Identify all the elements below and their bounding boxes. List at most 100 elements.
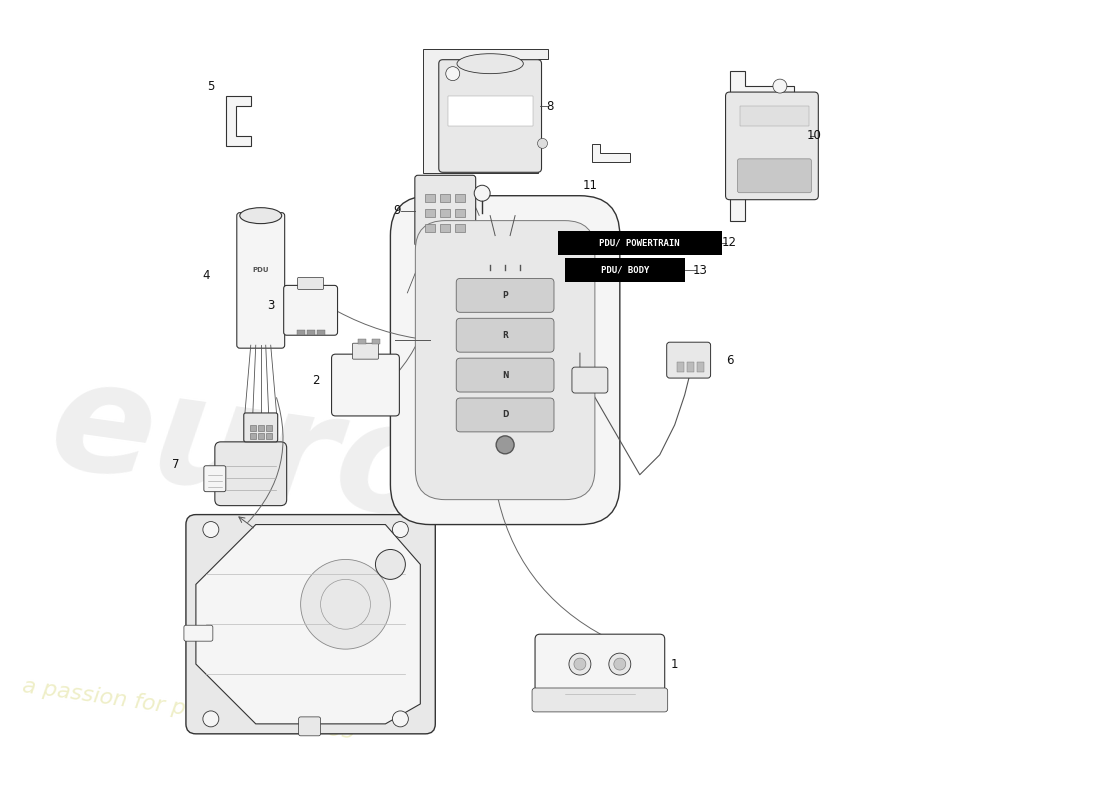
Bar — [307, 330, 315, 335]
Text: 1: 1 — [671, 658, 679, 670]
Bar — [565, 258, 684, 282]
Bar — [686, 362, 694, 372]
Text: 4: 4 — [202, 269, 210, 282]
FancyBboxPatch shape — [204, 466, 226, 492]
Circle shape — [202, 522, 219, 538]
Text: D: D — [502, 410, 508, 419]
Text: PDU/ POWERTRAIN: PDU/ POWERTRAIN — [600, 238, 680, 247]
FancyBboxPatch shape — [298, 717, 320, 736]
Ellipse shape — [456, 54, 524, 74]
FancyBboxPatch shape — [352, 343, 378, 359]
FancyBboxPatch shape — [284, 286, 338, 335]
Ellipse shape — [240, 208, 282, 224]
FancyBboxPatch shape — [186, 514, 436, 734]
Text: 2: 2 — [311, 374, 319, 386]
Bar — [696, 362, 704, 372]
Text: R: R — [503, 330, 508, 340]
Bar — [359, 339, 366, 344]
FancyBboxPatch shape — [331, 354, 399, 416]
Circle shape — [393, 522, 408, 538]
FancyArrowPatch shape — [338, 312, 428, 340]
Text: 10: 10 — [807, 130, 822, 142]
Bar — [250, 433, 255, 439]
FancyBboxPatch shape — [737, 159, 812, 193]
Circle shape — [375, 550, 406, 579]
Circle shape — [538, 138, 548, 148]
Bar — [455, 224, 465, 231]
Circle shape — [614, 658, 626, 670]
Bar — [440, 194, 450, 202]
Bar — [739, 106, 810, 126]
FancyBboxPatch shape — [726, 92, 818, 200]
Bar — [440, 209, 450, 217]
Bar — [266, 433, 272, 439]
Circle shape — [202, 711, 219, 727]
FancyArrowPatch shape — [428, 243, 453, 258]
Circle shape — [569, 653, 591, 675]
Text: 6: 6 — [726, 354, 734, 366]
FancyBboxPatch shape — [416, 221, 595, 500]
FancyArrowPatch shape — [458, 180, 480, 215]
FancyArrowPatch shape — [397, 303, 430, 373]
Circle shape — [320, 579, 371, 630]
FancyBboxPatch shape — [439, 60, 541, 172]
Circle shape — [474, 186, 491, 201]
FancyBboxPatch shape — [456, 278, 554, 312]
Bar — [266, 425, 272, 431]
Bar — [426, 194, 436, 202]
Bar — [297, 330, 305, 335]
Circle shape — [574, 658, 586, 670]
FancyBboxPatch shape — [456, 398, 554, 432]
FancyBboxPatch shape — [244, 413, 277, 442]
Bar — [448, 96, 532, 126]
Text: 8: 8 — [547, 99, 553, 113]
Text: 5: 5 — [207, 79, 215, 93]
Text: 11: 11 — [582, 179, 597, 192]
Polygon shape — [196, 525, 420, 724]
Polygon shape — [422, 49, 548, 174]
FancyBboxPatch shape — [535, 634, 664, 704]
Text: PDU: PDU — [253, 267, 270, 274]
Bar — [455, 209, 465, 217]
Text: a passion for parts since 1985: a passion for parts since 1985 — [21, 676, 357, 743]
Polygon shape — [226, 96, 251, 146]
Bar — [455, 194, 465, 202]
Text: 13: 13 — [692, 264, 707, 277]
Circle shape — [496, 436, 514, 454]
Circle shape — [393, 711, 408, 727]
Text: PDU/ BODY: PDU/ BODY — [601, 266, 649, 275]
Bar — [257, 433, 264, 439]
FancyBboxPatch shape — [298, 278, 323, 290]
Polygon shape — [729, 71, 794, 221]
FancyBboxPatch shape — [236, 213, 285, 348]
Bar — [250, 425, 255, 431]
Bar — [558, 230, 722, 254]
FancyBboxPatch shape — [667, 342, 711, 378]
FancyBboxPatch shape — [184, 626, 213, 641]
Circle shape — [773, 79, 786, 93]
Bar — [373, 339, 381, 344]
Polygon shape — [592, 144, 630, 162]
FancyArrowPatch shape — [496, 487, 607, 638]
FancyBboxPatch shape — [572, 367, 608, 393]
Text: P: P — [503, 291, 508, 300]
FancyBboxPatch shape — [456, 318, 554, 352]
FancyBboxPatch shape — [532, 688, 668, 712]
Text: N: N — [502, 370, 508, 379]
Bar — [317, 330, 324, 335]
Circle shape — [300, 559, 390, 649]
Text: 7: 7 — [173, 458, 179, 471]
Text: 9: 9 — [394, 204, 402, 217]
FancyBboxPatch shape — [415, 175, 475, 246]
Text: 12: 12 — [722, 236, 737, 249]
Bar — [676, 362, 684, 372]
Bar — [257, 425, 264, 431]
FancyBboxPatch shape — [456, 358, 554, 392]
Bar — [426, 209, 436, 217]
Circle shape — [446, 66, 460, 81]
Bar — [426, 224, 436, 231]
Text: euro: euro — [42, 350, 451, 551]
FancyBboxPatch shape — [390, 196, 619, 525]
FancyBboxPatch shape — [214, 442, 287, 506]
Bar — [440, 224, 450, 231]
